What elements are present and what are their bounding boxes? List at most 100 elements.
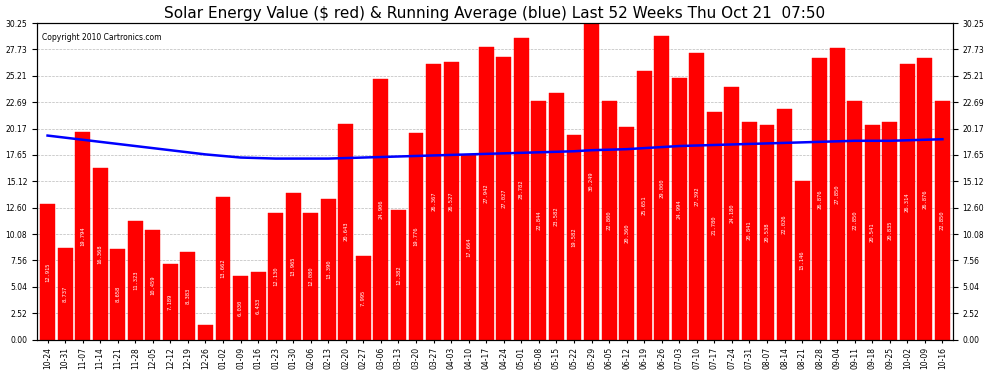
Bar	[479, 47, 494, 339]
Bar	[426, 64, 441, 339]
Bar	[795, 181, 810, 339]
Text: 8.383: 8.383	[185, 288, 190, 304]
Text: 13.390: 13.390	[326, 260, 331, 279]
Text: 22.800: 22.800	[607, 210, 612, 230]
Bar	[882, 122, 897, 339]
Text: 19.794: 19.794	[80, 226, 85, 246]
Bar	[514, 39, 529, 339]
Text: 22.850: 22.850	[940, 210, 944, 230]
Bar	[198, 325, 213, 339]
Bar	[759, 125, 774, 339]
Bar	[830, 48, 844, 339]
Bar	[742, 122, 757, 339]
Bar	[654, 36, 669, 339]
Text: 19.776: 19.776	[414, 226, 419, 246]
Text: 26.527: 26.527	[448, 191, 453, 210]
Bar	[110, 249, 125, 339]
Bar	[286, 194, 301, 339]
Text: 20.541: 20.541	[870, 222, 875, 242]
Text: 17.664: 17.664	[466, 237, 471, 257]
Text: 13.965: 13.965	[291, 257, 296, 276]
Bar	[216, 196, 231, 339]
Text: Copyright 2010 Cartronics.com: Copyright 2010 Cartronics.com	[42, 33, 161, 42]
Bar	[619, 127, 634, 339]
Bar	[268, 213, 283, 339]
Title: Solar Energy Value ($ red) & Running Average (blue) Last 52 Weeks Thu Oct 21  07: Solar Energy Value ($ red) & Running Ave…	[164, 6, 826, 21]
Text: 26.367: 26.367	[431, 192, 436, 211]
Bar	[444, 62, 458, 339]
Text: 26.876: 26.876	[923, 189, 928, 209]
Bar	[303, 213, 318, 339]
Bar	[865, 124, 880, 339]
Text: 26.876: 26.876	[817, 189, 822, 209]
Bar	[637, 71, 651, 339]
Text: 23.582: 23.582	[554, 207, 559, 226]
Text: 19.582: 19.582	[571, 227, 576, 247]
Text: 28.782: 28.782	[519, 179, 524, 199]
Text: 12.915: 12.915	[46, 262, 50, 282]
Bar	[707, 112, 722, 339]
Text: 26.314: 26.314	[905, 192, 910, 211]
Text: 25.651: 25.651	[642, 196, 646, 215]
Bar	[549, 93, 564, 339]
Bar	[461, 155, 476, 339]
Text: 22.844: 22.844	[537, 210, 542, 230]
Text: 24.994: 24.994	[677, 199, 682, 219]
Text: 12.382: 12.382	[396, 265, 401, 285]
Text: 30.249: 30.249	[589, 172, 594, 191]
Text: 24.180: 24.180	[730, 203, 735, 223]
Text: 8.658: 8.658	[115, 286, 120, 302]
Bar	[672, 78, 687, 339]
Text: 7.995: 7.995	[361, 290, 366, 306]
Text: 16.368: 16.368	[98, 244, 103, 264]
Text: 8.737: 8.737	[62, 286, 67, 302]
Text: 15.146: 15.146	[800, 251, 805, 270]
Text: 27.850: 27.850	[835, 184, 840, 204]
Text: 20.643: 20.643	[344, 222, 348, 242]
Bar	[391, 210, 406, 339]
Bar	[566, 135, 581, 339]
Text: 27.942: 27.942	[484, 184, 489, 203]
Text: 10.459: 10.459	[150, 275, 155, 295]
Bar	[725, 87, 740, 339]
Bar	[409, 133, 424, 339]
Bar	[496, 57, 511, 339]
Bar	[935, 100, 949, 339]
Bar	[777, 109, 792, 339]
Bar	[373, 79, 388, 339]
Bar	[847, 100, 862, 339]
Bar	[356, 256, 371, 339]
Text: 27.392: 27.392	[694, 186, 699, 206]
Bar	[180, 252, 195, 339]
Text: 6.030: 6.030	[238, 300, 244, 316]
Bar	[339, 124, 353, 339]
Text: 29.000: 29.000	[659, 178, 664, 198]
Bar	[41, 204, 55, 339]
Bar	[146, 230, 160, 339]
Bar	[75, 132, 90, 339]
Bar	[93, 168, 108, 339]
Bar	[128, 221, 143, 339]
Bar	[163, 264, 178, 339]
Text: 20.360: 20.360	[624, 224, 629, 243]
Text: 12.080: 12.080	[308, 267, 313, 286]
Text: 22.850: 22.850	[852, 210, 857, 230]
Bar	[321, 200, 336, 339]
Bar	[900, 64, 915, 339]
Bar	[532, 100, 546, 339]
Text: 7.189: 7.189	[168, 294, 173, 310]
Text: 20.835: 20.835	[887, 221, 892, 240]
Bar	[584, 23, 599, 339]
Bar	[250, 272, 265, 339]
Text: 27.027: 27.027	[501, 189, 506, 208]
Bar	[918, 58, 933, 339]
Bar	[57, 248, 72, 339]
Text: 24.906: 24.906	[378, 200, 383, 219]
Text: 21.780: 21.780	[712, 216, 717, 236]
Text: 20.538: 20.538	[764, 222, 769, 242]
Text: 22.026: 22.026	[782, 214, 787, 234]
Bar	[689, 53, 704, 339]
Text: 12.130: 12.130	[273, 266, 278, 286]
Text: 11.323: 11.323	[133, 271, 138, 290]
Text: 20.841: 20.841	[746, 221, 752, 240]
